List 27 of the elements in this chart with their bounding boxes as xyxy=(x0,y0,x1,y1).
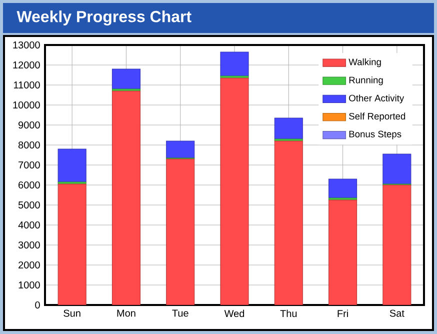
y-tick-label: 4000 xyxy=(18,221,40,229)
legend-label: Self Reported xyxy=(349,112,406,122)
y-tick-label: 2000 xyxy=(18,261,40,269)
x-tick-label: Sun xyxy=(64,310,80,317)
x-tick-label: Sat xyxy=(390,310,404,317)
y-tick-label: 3000 xyxy=(18,241,40,249)
legend-label: Other Activity xyxy=(349,94,404,104)
y-tick-label: 6000 xyxy=(18,181,40,189)
y-tick-label: 12000 xyxy=(13,61,40,69)
x-tick-label: Wed xyxy=(224,310,244,318)
y-tick-label: 8000 xyxy=(18,141,40,149)
y-tick-label: 11000 xyxy=(14,81,40,89)
y-tick-label: 10000 xyxy=(13,101,40,109)
y-tick-label: 9000 xyxy=(18,121,40,129)
y-tick-label: 5000 xyxy=(18,201,40,209)
y-tick-label: 0 xyxy=(35,301,40,309)
y-tick-label: 1000 xyxy=(18,281,40,289)
x-tick-label: Thu xyxy=(280,310,297,318)
y-tick-label: 13000 xyxy=(13,41,40,49)
legend-label: Running xyxy=(349,76,383,86)
legend-label: Bonus Steps xyxy=(349,130,402,140)
x-tick-label: Tue xyxy=(172,310,188,317)
x-tick-label: Fri xyxy=(338,310,348,317)
legend-label: Walking xyxy=(348,58,381,68)
y-tick-label: 7000 xyxy=(18,161,40,169)
chart-title: Weekly Progress Chart xyxy=(16,10,192,26)
x-tick-label: Mon xyxy=(117,310,136,317)
